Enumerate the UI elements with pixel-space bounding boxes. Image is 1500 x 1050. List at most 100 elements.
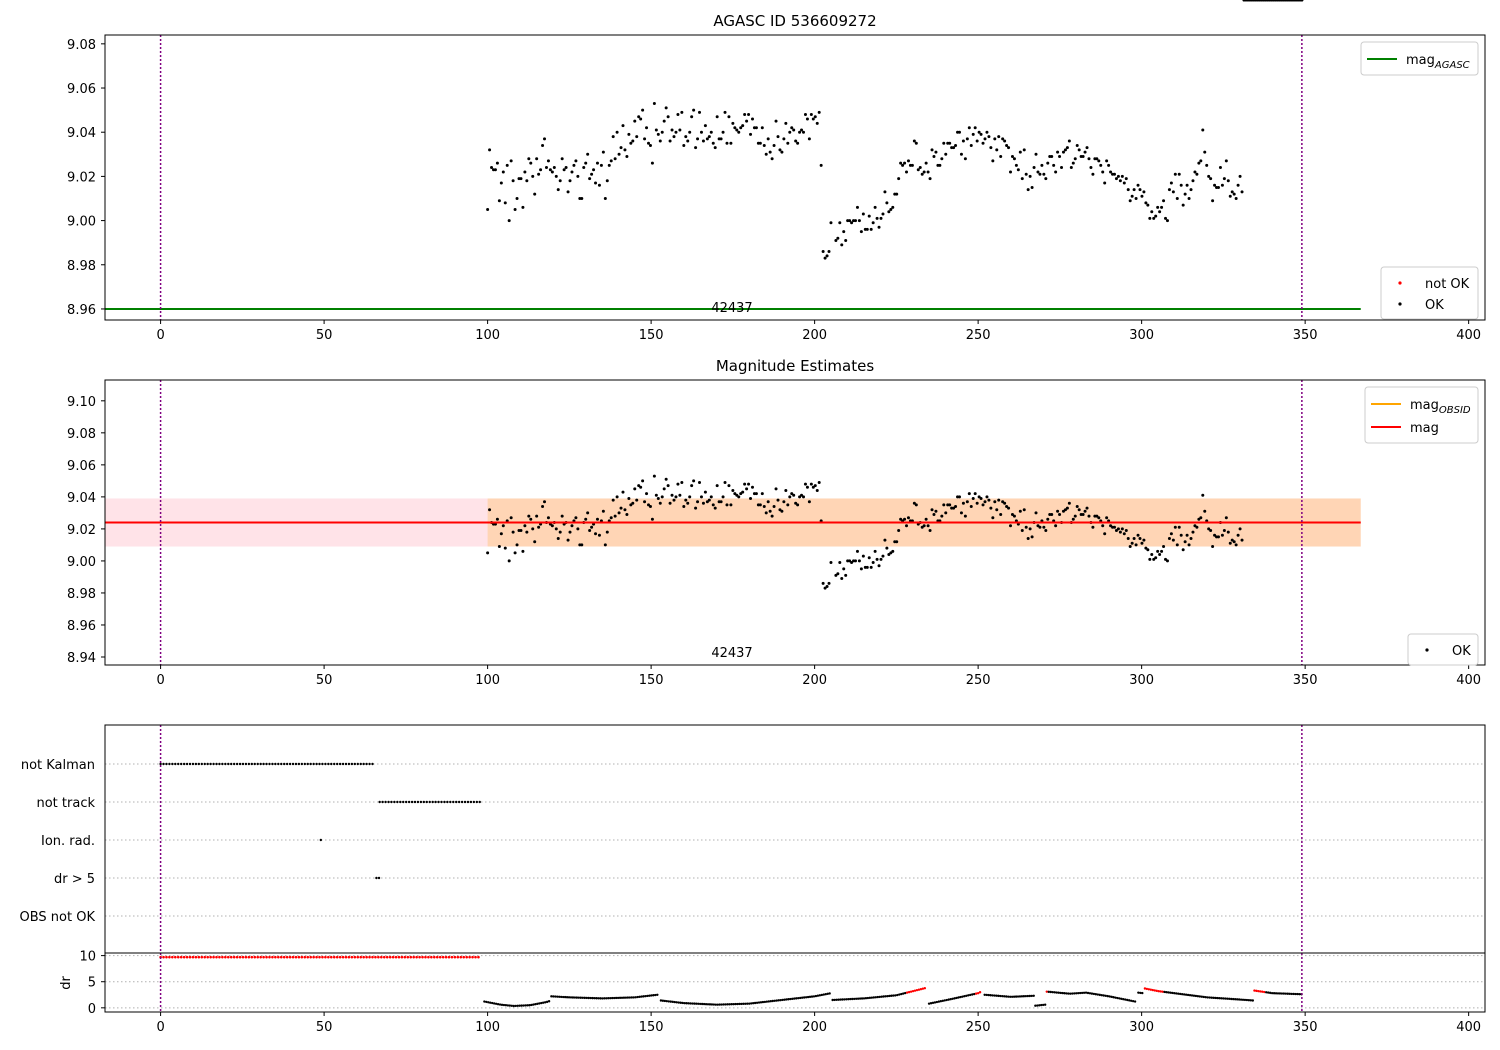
data-point xyxy=(784,121,788,125)
dr-point xyxy=(262,955,265,959)
data-point xyxy=(544,166,548,170)
data-point xyxy=(568,179,572,183)
dr-point xyxy=(1108,995,1111,998)
legend-swatch xyxy=(1398,302,1402,306)
data-point xyxy=(1101,170,1105,174)
data-point xyxy=(609,159,613,163)
data-point xyxy=(848,219,852,223)
dr-point xyxy=(634,996,637,999)
data-point xyxy=(629,141,633,145)
data-point xyxy=(1187,543,1191,547)
dr-point xyxy=(490,1001,494,1005)
data-point xyxy=(523,170,527,174)
y-tick-label: 5 xyxy=(88,976,96,991)
dr-point xyxy=(489,1001,492,1004)
data-point xyxy=(652,101,656,105)
data-point xyxy=(1189,537,1193,541)
dr-point xyxy=(244,955,248,959)
data-point xyxy=(574,159,578,163)
dr-point xyxy=(1292,992,1295,996)
dr-point xyxy=(691,1002,694,1005)
data-point xyxy=(1130,194,1134,198)
dr-point xyxy=(327,955,330,959)
data-point xyxy=(735,128,739,132)
data-point xyxy=(688,130,692,134)
flag-point xyxy=(440,800,443,804)
dr-point xyxy=(1296,992,1299,996)
data-point xyxy=(592,168,596,172)
dr-point xyxy=(371,955,374,959)
dr-point xyxy=(569,996,573,999)
dr-point xyxy=(1200,995,1204,998)
flag-point xyxy=(306,762,309,766)
data-point xyxy=(680,110,684,114)
data-point xyxy=(564,166,568,170)
data-point xyxy=(505,163,509,167)
data-point xyxy=(1107,163,1111,167)
data-point xyxy=(611,498,615,502)
data-point xyxy=(1181,548,1185,552)
data-point xyxy=(1238,174,1242,178)
dr-point xyxy=(603,997,606,1000)
dr-point xyxy=(1230,997,1233,1001)
data-point xyxy=(570,170,574,174)
x-tick-label: 350 xyxy=(1293,673,1318,688)
data-point xyxy=(1120,174,1124,178)
data-point xyxy=(554,527,558,531)
dr-point xyxy=(1073,992,1076,995)
dr-point xyxy=(1163,990,1166,994)
flag-point xyxy=(377,876,381,880)
data-point xyxy=(1087,514,1091,518)
data-point xyxy=(869,227,873,231)
flag-point xyxy=(238,762,242,766)
data-point xyxy=(692,108,696,112)
data-point xyxy=(827,250,831,254)
data-point xyxy=(821,250,825,254)
dr-point xyxy=(1237,998,1241,1001)
data-point xyxy=(627,132,631,136)
flag-point xyxy=(478,800,481,804)
data-point xyxy=(709,495,713,499)
dr-point xyxy=(500,1003,504,1007)
data-point xyxy=(897,529,901,533)
data-point xyxy=(486,208,490,212)
data-point xyxy=(601,509,605,513)
dr-point xyxy=(218,955,221,959)
data-point xyxy=(647,141,650,145)
data-point xyxy=(942,141,946,145)
data-point xyxy=(772,143,776,147)
data-point xyxy=(684,498,688,502)
data-point xyxy=(842,230,846,234)
dr-point xyxy=(1249,999,1253,1002)
dr-point xyxy=(1161,990,1164,993)
dr-point xyxy=(652,994,655,997)
dr-point xyxy=(847,998,850,1001)
dr-point xyxy=(1167,991,1170,994)
flag-point xyxy=(466,800,470,804)
dr-point xyxy=(1071,992,1074,995)
data-point xyxy=(1209,529,1213,533)
dr-point xyxy=(356,955,360,959)
dr-point xyxy=(1169,991,1172,994)
data-point xyxy=(825,585,829,589)
dr-point xyxy=(1030,994,1033,998)
flag-point xyxy=(350,762,354,766)
data-point xyxy=(1024,172,1028,176)
dr-point xyxy=(1145,987,1149,991)
data-point xyxy=(975,501,979,505)
x-tick-label: 200 xyxy=(802,328,827,343)
flag-point xyxy=(297,762,301,766)
data-point xyxy=(566,190,570,194)
data-point xyxy=(1160,549,1164,553)
flag-point xyxy=(283,762,286,766)
data-point xyxy=(957,130,961,134)
flag-point xyxy=(162,762,165,766)
dr-point xyxy=(471,955,474,959)
data-point xyxy=(1101,524,1105,528)
dr-point xyxy=(1257,989,1260,993)
data-point xyxy=(1224,159,1228,163)
dr-point xyxy=(1180,993,1184,996)
data-point xyxy=(1156,549,1160,553)
dr-point xyxy=(294,955,298,959)
